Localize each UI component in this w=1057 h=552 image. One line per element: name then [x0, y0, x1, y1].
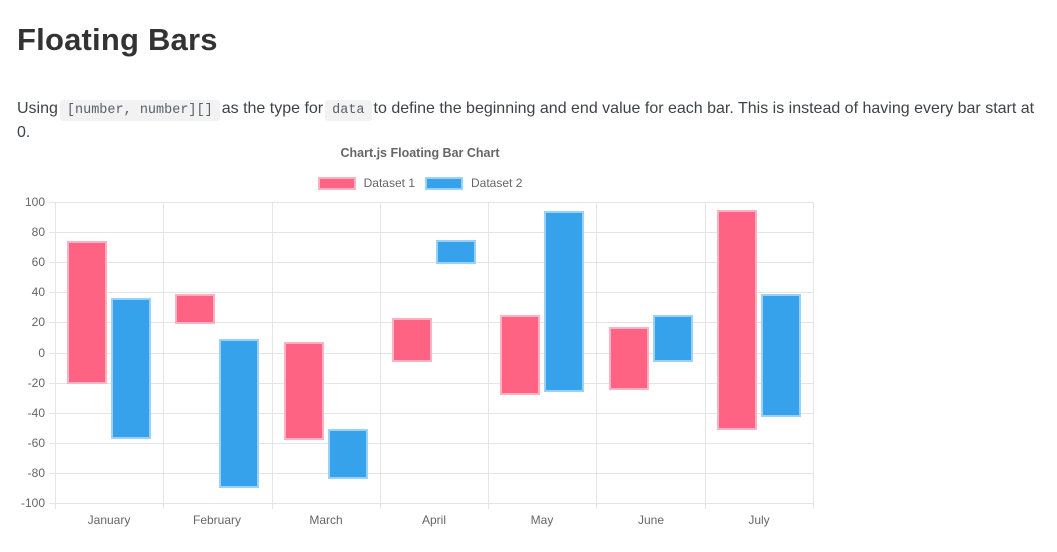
- bar[interactable]: [67, 241, 107, 384]
- y-axis-tick-label: 40: [31, 285, 45, 299]
- bar[interactable]: [284, 342, 324, 440]
- x-axis-tick-label: May: [530, 513, 554, 527]
- bar[interactable]: [761, 294, 801, 417]
- bar[interactable]: [328, 429, 368, 479]
- x-gridline: [55, 202, 56, 509]
- x-axis-tick-label: February: [192, 513, 242, 527]
- x-gridline: [163, 202, 164, 509]
- bar[interactable]: [219, 339, 259, 488]
- bar[interactable]: [717, 210, 757, 430]
- y-gridline: [49, 473, 813, 474]
- y-axis-tick-label: 60: [31, 255, 45, 269]
- bar[interactable]: [500, 315, 540, 395]
- y-gridline: [49, 262, 813, 263]
- y-axis-tick-label: -20: [27, 376, 45, 390]
- x-axis-tick-label: March: [309, 513, 343, 527]
- x-gridline: [272, 202, 273, 509]
- x-gridline: [596, 202, 597, 509]
- y-axis-tick-label: 80: [31, 225, 45, 239]
- description: Using [number, number][] as the type for da…: [17, 97, 1040, 144]
- legend-item-dataset-1[interactable]: Dataset 1: [317, 176, 415, 190]
- x-gridline: [705, 202, 706, 509]
- y-axis-tick-label: -80: [27, 466, 45, 480]
- y-axis-tick-label: -40: [27, 406, 45, 420]
- plot-area: 100 80 60 40 20 0 -20 -40 -60 -80 -100 January Febru…: [21, 195, 814, 527]
- legend-label: Dataset 1: [363, 176, 415, 190]
- y-axis-tick-label: -60: [27, 436, 45, 450]
- y-axis-tick-label: 100: [24, 195, 45, 209]
- inline-code-data: data: [325, 100, 372, 121]
- x-axis-tick-label: April: [421, 513, 446, 527]
- description-text: as the type for: [221, 100, 324, 117]
- y-gridline: [49, 232, 813, 233]
- y-axis-tick-label: -100: [20, 496, 45, 510]
- y-gridline: [49, 292, 813, 293]
- x-axis-tick-label: July: [748, 513, 770, 527]
- inline-code-type: [number, number][]: [59, 100, 220, 121]
- x-gridline: [813, 202, 814, 509]
- y-axis-tick-label: 0: [38, 346, 45, 360]
- x-axis-tick-label: January: [87, 513, 131, 527]
- bar[interactable]: [175, 294, 215, 324]
- bar[interactable]: [544, 211, 584, 392]
- x-gridline: [488, 202, 489, 509]
- y-axis-tick-label: 20: [31, 315, 45, 329]
- bar[interactable]: [609, 327, 649, 390]
- x-axis-tick-label: June: [637, 513, 665, 527]
- legend-swatch-dataset-2: [425, 176, 463, 190]
- description-text: Using: [17, 100, 58, 117]
- legend-item-dataset-2[interactable]: Dataset 2: [425, 176, 522, 190]
- y-gridline: [49, 383, 813, 384]
- floating-bar-chart: Chart.js Floating Bar Chart Dataset 1 Da…: [10, 140, 830, 545]
- chart-title: Chart.js Floating Bar Chart: [340, 146, 500, 160]
- legend-swatch-dataset-1: [317, 176, 356, 190]
- bar[interactable]: [111, 298, 151, 439]
- page-title: Floating Bars: [17, 22, 218, 57]
- bar[interactable]: [392, 318, 432, 362]
- y-gridline: [49, 503, 813, 504]
- x-gridline: [380, 202, 381, 509]
- bar[interactable]: [653, 315, 693, 362]
- legend-label: Dataset 2: [471, 176, 523, 190]
- description-text: to define the beginning and end value fo…: [17, 100, 1035, 141]
- y-gridline: [49, 202, 813, 203]
- y-gridline: [49, 413, 813, 414]
- chart-legend: Dataset 1 Dataset 2: [10, 176, 830, 190]
- bar[interactable]: [436, 240, 476, 264]
- y-gridline: [49, 443, 813, 444]
